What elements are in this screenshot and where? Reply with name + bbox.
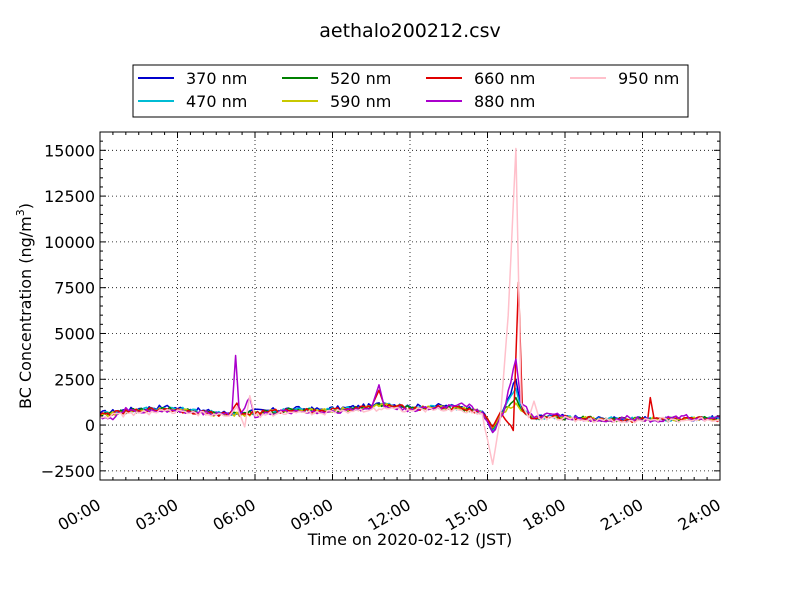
series-lines (99, 147, 721, 466)
legend-label: 660 nm (474, 69, 535, 88)
legend: 370 nm 470 nm 520 nm 590 nm 660 nm 880 nm 950 … (132, 64, 689, 118)
y-tick-label: −2500 (41, 462, 95, 481)
y-tick-label: 0 (85, 416, 95, 435)
legend-label: 880 nm (474, 92, 535, 111)
x-tick-label: 18:00 (520, 495, 569, 535)
legend-label: 520 nm (330, 69, 391, 88)
y-axis-label-superscript: 3 (14, 209, 27, 216)
x-tick-label: 12:00 (365, 495, 414, 535)
x-tick-label: 09:00 (287, 495, 336, 535)
x-tick-label: 00:00 (55, 495, 104, 535)
x-axis-label: Time on 2020-02-12 (JST) (307, 530, 512, 549)
chart-title: aethalo200212.csv (319, 20, 501, 42)
y-tick-labels: −2500 0 2500 5000 7500 10000 12500 15000 (41, 141, 95, 481)
x-tick-label: 21:00 (597, 495, 646, 535)
y-tick-label: 12500 (44, 187, 95, 206)
x-tick-label: 03:00 (132, 495, 181, 535)
legend-label: 590 nm (330, 92, 391, 111)
legend-label: 370 nm (186, 69, 247, 88)
y-tick-label: 10000 (44, 233, 95, 252)
legend-label: 470 nm (186, 92, 247, 111)
x-tick-labels: 00:00 03:00 06:00 09:00 12:00 15:00 18:00 21:00… (55, 495, 724, 535)
y-axis-label: BC Concentration (ng/m3) (14, 203, 35, 409)
x-tick-label: 06:00 (210, 495, 259, 535)
y-tick-label: 5000 (54, 324, 95, 343)
y-axis-label-end: ) (16, 203, 35, 209)
y-tick-label: 2500 (54, 370, 95, 389)
y-axis-label-main: BC Concentration (ng/m (16, 216, 35, 409)
y-tick-label: 15000 (44, 141, 95, 160)
legend-label: 950 nm (618, 69, 679, 88)
x-tick-label: 15:00 (442, 495, 491, 535)
x-tick-label: 24:00 (675, 495, 724, 535)
grid-lines (100, 132, 720, 480)
series-line-950-nm (99, 147, 721, 466)
y-tick-label: 7500 (54, 279, 95, 298)
legend-box (132, 64, 689, 118)
legend-entries: 370 nm 470 nm 520 nm 590 nm 660 nm 880 nm 950 … (138, 69, 679, 111)
axis-ticks (99, 131, 721, 481)
